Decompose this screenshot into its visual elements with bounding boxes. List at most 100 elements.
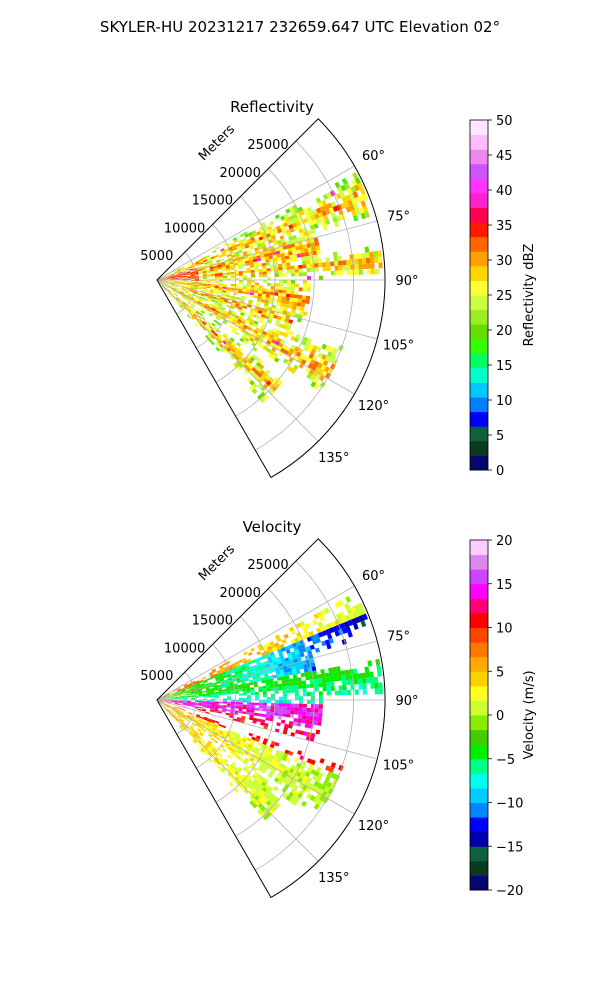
echo-cell [171, 709, 176, 713]
colorbar-tick-label: −15 [496, 840, 523, 855]
echo-cell [174, 703, 179, 705]
echo-cell [295, 305, 301, 311]
echo-cell [326, 261, 331, 267]
echo-cell [217, 671, 222, 675]
echo-cell [328, 637, 334, 644]
echo-cell [260, 375, 266, 381]
echo-cell [249, 234, 254, 239]
echo-cell [260, 391, 266, 398]
echo-cell [229, 685, 234, 689]
echo-cell [213, 267, 218, 270]
echo-cell [251, 280, 255, 283]
echo-cell [341, 675, 346, 681]
echo-cell [294, 208, 300, 214]
echo-cell [298, 287, 303, 292]
echo-cell [178, 275, 183, 278]
echo-cell [278, 263, 283, 268]
echo-cell [200, 294, 205, 297]
echo-cell [248, 257, 253, 261]
echo-cell [320, 364, 327, 371]
echo-cell [288, 301, 294, 306]
echo-cell [187, 308, 192, 312]
echo-cell [300, 236, 306, 242]
echo-cell [297, 750, 303, 756]
echo-cell [216, 294, 222, 298]
echo-cell [299, 620, 305, 627]
echo-cell [239, 757, 245, 763]
echo-cell [278, 712, 283, 717]
echo-cell [207, 307, 212, 311]
echo-cell [350, 186, 357, 193]
echo-cell [262, 265, 267, 269]
echo-cell [301, 634, 307, 640]
echo-cell [250, 284, 255, 288]
echo-cell [291, 794, 298, 800]
echo-cell [310, 242, 316, 248]
echo-cell [248, 679, 254, 683]
echo-cell [254, 789, 260, 795]
echo-cell [326, 351, 333, 358]
echo-cell [179, 278, 183, 280]
echo-cell [169, 286, 173, 289]
echo-cell [361, 672, 366, 679]
echo-cell [266, 347, 272, 353]
echo-cell [286, 686, 291, 690]
echo-cell [162, 697, 167, 699]
echo-cell [314, 683, 319, 688]
echo-cell [193, 733, 198, 738]
echo-cell [279, 249, 285, 254]
echo-cell [351, 209, 357, 217]
echo-cell [194, 270, 199, 273]
echo-cell [282, 693, 287, 697]
echo-cell [278, 283, 283, 287]
echo-cell [275, 670, 281, 675]
echo-cell [230, 289, 235, 293]
echo-cell [206, 275, 211, 278]
azimuth-tick-label: 105° [383, 339, 414, 354]
azimuth-tick-label: 135° [318, 451, 349, 466]
echo-cell [206, 333, 211, 338]
echo-cell [213, 326, 218, 331]
echo-cell [291, 222, 297, 228]
echo-cell [218, 286, 223, 289]
echo-cell [186, 283, 191, 285]
echo-cell [234, 735, 240, 739]
echo-cell [169, 706, 174, 709]
echo-cell [213, 746, 218, 751]
echo-cell [247, 753, 253, 758]
echo-cell [306, 263, 311, 269]
echo-cell [226, 709, 231, 712]
echo-cell [314, 647, 320, 653]
echo-cell [362, 205, 369, 213]
echo-cell [294, 337, 300, 343]
echo-cell [162, 696, 167, 698]
echo-cell [345, 194, 351, 202]
echo-cell [252, 752, 258, 757]
echo-cell [306, 357, 312, 363]
echo-cell [284, 672, 289, 677]
echo-cell [170, 697, 175, 699]
echo-cell [294, 707, 299, 712]
echo-cell [225, 336, 231, 341]
echo-cell [233, 787, 239, 793]
echo-cell [214, 302, 219, 306]
echo-cell [294, 313, 299, 318]
echo-cell [247, 277, 251, 280]
echo-cell [178, 701, 183, 702]
echo-cell [292, 301, 298, 306]
echo-cell [289, 782, 296, 789]
echo-cell [288, 750, 294, 756]
colorbar-tick-label: −5 [496, 753, 515, 768]
echo-cell [364, 246, 370, 253]
echo-cell [196, 736, 201, 740]
echo-cell [222, 288, 227, 291]
echo-cell [187, 714, 192, 718]
echo-cell [332, 625, 339, 632]
echo-cell [163, 279, 167, 280]
echo-cell [206, 270, 211, 273]
echo-cell [194, 693, 199, 695]
echo-cell [164, 706, 168, 710]
echo-cell [256, 787, 262, 793]
echo-cell [268, 648, 274, 654]
echo-cell [321, 354, 327, 361]
